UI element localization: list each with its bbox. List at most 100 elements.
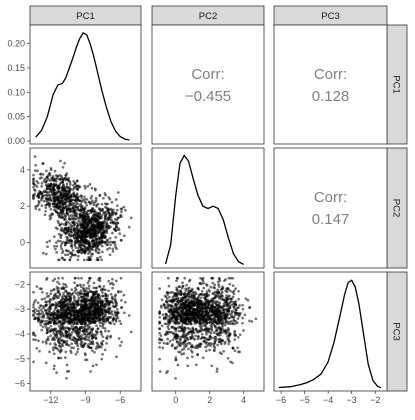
scatter-point-pc2-pc3: [176, 334, 179, 338]
scatter-point-pc1-pc2: [52, 235, 56, 239]
scatter-point-pc1-pc3: [82, 319, 85, 323]
scatter-point-pc2-pc3: [231, 284, 235, 287]
scatter-point-pc1-pc3: [89, 346, 92, 350]
scatter-point-pc1-pc2: [101, 233, 104, 237]
scatter-point-pc1-pc3: [101, 335, 105, 339]
scatter-point-pc1-pc2: [97, 207, 101, 210]
scatter-point-pc1-pc3: [55, 285, 59, 289]
scatter-point-pc1-pc3: [101, 287, 105, 291]
scatter-point-pc1-pc2: [69, 183, 72, 186]
scatter-point-pc1-pc3: [80, 309, 84, 312]
scatter-point-pc1-pc2: [113, 243, 117, 246]
scatter-point-pc2-pc3: [219, 342, 223, 346]
scatter-point-pc2-pc3: [231, 347, 235, 350]
scatter-point-pc2-pc3: [198, 298, 202, 302]
scatter-point-pc1-pc3: [91, 327, 95, 330]
scatter-point-pc1-pc2: [33, 189, 37, 192]
scatter-point-pc1-pc3: [70, 303, 74, 306]
scatter-point-pc1-pc3: [85, 358, 89, 362]
scatter-point-pc2-pc3: [191, 315, 195, 319]
scatter-point-pc2-pc3: [236, 335, 240, 339]
scatter-point-pc1-pc3: [76, 291, 80, 294]
scatter-point-pc1-pc3: [53, 277, 57, 281]
scatter-point-pc2-pc3: [168, 310, 172, 314]
scatter-point-pc2-pc3: [158, 357, 161, 361]
scatter-point-pc1-pc3: [101, 352, 104, 356]
scatter-point-pc1-pc2: [76, 208, 80, 212]
scatter-point-pc1-pc3: [114, 301, 118, 304]
scatter-point-pc1-pc3: [120, 340, 123, 344]
scatter-point-pc1-pc2: [102, 196, 105, 200]
scatter-point-pc1-pc3: [88, 299, 92, 303]
scatter-point-pc1-pc2: [59, 201, 63, 204]
scatter-point-pc1-pc3: [51, 336, 55, 340]
scatter-point-pc1-pc3: [88, 276, 92, 280]
scatter-point-pc1-pc2: [61, 165, 65, 169]
scatter-point-pc1-pc3: [70, 293, 74, 296]
scatter-point-pc1-pc3: [102, 317, 105, 321]
scatter-point-pc1-pc3: [116, 316, 120, 320]
scatter-point-pc1-pc3: [53, 342, 57, 345]
scatter-point-pc1-pc3: [73, 296, 76, 300]
scatter-point-pc2-pc3: [158, 315, 162, 319]
scatter-point-pc2-pc3: [205, 332, 208, 336]
scatter-point-pc2-pc3: [160, 298, 164, 302]
scatter-point-pc1-pc2: [99, 209, 102, 213]
scatter-point-pc1-pc2: [75, 193, 79, 197]
scatter-point-pc1-pc3: [32, 309, 35, 313]
scatter-point-pc1-pc3: [50, 318, 54, 322]
scatter-point-pc1-pc3: [81, 286, 85, 290]
scatter-point-pc2-pc3: [201, 279, 205, 283]
scatter-point-pc1-pc3: [52, 297, 56, 300]
scatter-point-pc1-pc2: [78, 204, 82, 208]
scatter-point-pc1-pc2: [48, 204, 51, 207]
scatter-point-pc2-pc3: [205, 341, 208, 344]
scatter-point-pc2-pc3: [234, 308, 238, 312]
scatter-point-pc1-pc2: [66, 253, 70, 257]
scatter-point-pc1-pc3: [86, 291, 90, 295]
scatter-point-pc1-pc3: [122, 293, 126, 297]
scatter-point-pc2-pc3: [175, 300, 179, 304]
scatter-point-pc2-pc3: [227, 336, 230, 340]
scatter-point-pc1-pc3: [58, 314, 62, 317]
scatter-point-pc1-pc2: [46, 174, 50, 177]
scatter-point-pc2-pc3: [221, 321, 224, 325]
scatter-point-pc1-pc3: [101, 304, 104, 307]
scatter-point-pc2-pc3: [191, 291, 194, 295]
scatter-point-pc2-pc3: [160, 338, 163, 342]
y-tick-label-pc3: −3: [15, 304, 25, 314]
scatter-point-pc2-pc3: [174, 322, 178, 325]
scatter-point-pc1-pc3: [62, 282, 65, 286]
scatter-point-pc1-pc2: [91, 225, 94, 229]
scatter-point-pc2-pc3: [223, 314, 227, 317]
scatter-point-pc1-pc2: [41, 251, 45, 255]
scatter-point-pc1-pc3: [38, 306, 41, 310]
scatter-point-pc1-pc3: [73, 276, 77, 280]
scatter-point-pc1-pc2: [64, 243, 67, 246]
scatter-point-pc1-pc2: [106, 202, 109, 206]
scatter-point-pc1-pc3: [97, 318, 101, 321]
scatter-point-pc1-pc3: [67, 308, 71, 312]
scatter-point-pc2-pc3: [200, 310, 204, 314]
scatter-point-pc2-pc3: [176, 296, 180, 300]
scatter-point-pc1-pc3: [64, 343, 68, 346]
scatter-point-pc1-pc3: [79, 283, 82, 287]
scatter-point-pc1-pc2: [106, 209, 110, 213]
scatter-point-pc1-pc3: [49, 304, 52, 308]
scatter-point-pc2-pc3: [250, 320, 254, 323]
scatter-point-pc1-pc2: [79, 230, 83, 234]
scatter-point-pc1-pc3: [101, 294, 105, 298]
scatter-point-pc2-pc3: [226, 320, 229, 324]
scatter-point-pc1-pc3: [92, 281, 96, 285]
scatter-point-pc1-pc2: [82, 221, 86, 225]
scatter-point-pc2-pc3: [167, 299, 171, 303]
scatter-point-pc1-pc2: [63, 201, 67, 205]
scatter-point-pc1-pc2: [60, 256, 64, 260]
scatter-point-pc1-pc3: [75, 327, 79, 330]
scatter-point-pc1-pc2: [83, 206, 87, 209]
scatter-point-pc1-pc3: [82, 289, 86, 293]
scatter-point-pc1-pc2: [53, 205, 57, 209]
scatter-point-pc1-pc2: [88, 233, 92, 237]
scatter-point-pc2-pc3: [219, 319, 222, 322]
scatter-point-pc1-pc2: [45, 240, 49, 244]
